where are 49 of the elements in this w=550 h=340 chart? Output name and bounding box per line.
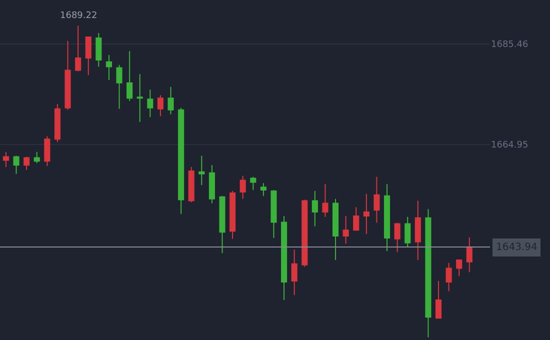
candlestick bbox=[64, 40, 71, 110]
candlestick bbox=[85, 36, 92, 76]
candlestick bbox=[230, 190, 236, 240]
candlestick bbox=[96, 32, 102, 68]
candlestick bbox=[157, 94, 164, 117]
candlestick bbox=[374, 176, 380, 224]
candlestick bbox=[394, 222, 400, 253]
annotation: 1689.22 bbox=[60, 11, 98, 21]
candlestick bbox=[136, 74, 143, 123]
candlestick bbox=[24, 156, 30, 170]
candlestick bbox=[168, 86, 174, 115]
y-tick-label: 1685.46 bbox=[491, 40, 528, 50]
y-tick-label: 1664.95 bbox=[491, 140, 528, 150]
candlestick bbox=[126, 50, 133, 102]
candlestick bbox=[178, 107, 184, 214]
candlestick bbox=[404, 216, 411, 248]
candlestick bbox=[302, 199, 308, 268]
candlestick bbox=[414, 200, 421, 260]
candlestick bbox=[188, 166, 194, 203]
candlestick bbox=[13, 155, 20, 174]
candlestick bbox=[260, 182, 266, 196]
candlestick bbox=[240, 175, 246, 200]
candlestick bbox=[384, 184, 390, 252]
candlestick bbox=[34, 151, 40, 164]
candlestick bbox=[466, 236, 472, 273]
candlestick bbox=[147, 89, 154, 118]
candlestick bbox=[2, 151, 9, 168]
candlestick bbox=[291, 249, 298, 296]
candlestick bbox=[312, 190, 318, 227]
candlestick bbox=[363, 193, 370, 235]
candlestick bbox=[342, 215, 349, 244]
candlestick bbox=[106, 54, 112, 80]
candlestick bbox=[219, 195, 226, 254]
candlestick bbox=[332, 198, 339, 260]
candlestick bbox=[270, 190, 277, 238]
candlestick bbox=[75, 25, 82, 72]
candlestick bbox=[44, 136, 50, 167]
candlestick bbox=[208, 164, 215, 204]
candlestick bbox=[435, 280, 442, 319]
candlestick bbox=[198, 155, 205, 186]
candlestick bbox=[322, 184, 328, 218]
candlestick bbox=[281, 215, 288, 301]
candlestick bbox=[456, 258, 462, 277]
candlestick bbox=[446, 262, 452, 292]
candlestick bbox=[54, 103, 60, 143]
candlestick bbox=[250, 176, 256, 191]
candlestick bbox=[353, 206, 360, 231]
candlestick bbox=[116, 64, 122, 110]
candlestick bbox=[425, 208, 432, 338]
